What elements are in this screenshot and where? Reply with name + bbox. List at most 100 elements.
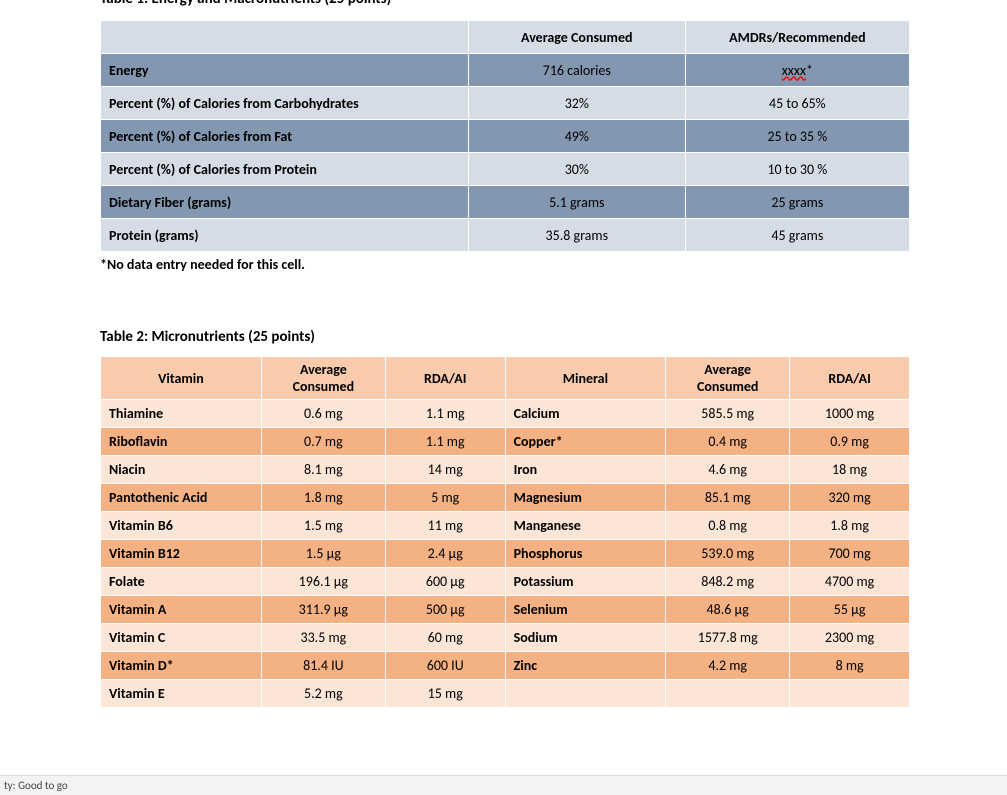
table1-cell-rec: 25 grams	[685, 186, 909, 219]
table2-row: Pantothenic Acid1.8 mg5 mgMagnesium85.1 …	[101, 484, 910, 512]
table1-cell-avg: 32%	[468, 87, 685, 120]
table2-cell-mineral-rda	[790, 680, 910, 708]
table2-cell-vitamin: Pantothenic Acid	[101, 484, 262, 512]
table1-col-avg: Average Consumed	[468, 21, 685, 54]
table1-cell-rec: xxxx*	[685, 54, 909, 87]
table2-cell-vitamin-rda: 1.1 mg	[385, 400, 505, 428]
table2-cell-vitamin-avg: 1.5 mg	[261, 512, 385, 540]
table2-cell-vitamin-rda: 600 µg	[385, 568, 505, 596]
table1-cell-rec: 45 to 65%	[685, 87, 909, 120]
table1-cell-rec: 25 to 35 %	[685, 120, 909, 153]
table2-row: Vitamin A311.9 µg500 µgSelenium48.6 µg55…	[101, 596, 910, 624]
table2-cell-vitamin-avg: 0.7 mg	[261, 428, 385, 456]
table2-cell-mineral	[505, 680, 666, 708]
table2-cell-mineral: Magnesium	[505, 484, 666, 512]
table2-cell-vitamin-avg: 8.1 mg	[261, 456, 385, 484]
table2-cell-vitamin-rda: 500 µg	[385, 596, 505, 624]
table2-cell-mineral: Copper*	[505, 428, 666, 456]
table2-cell-mineral-rda: 1000 mg	[790, 400, 910, 428]
table2-cell-vitamin-rda: 11 mg	[385, 512, 505, 540]
table2-row: Vitamin D*81.4 IU600 IUZinc4.2 mg8 mg	[101, 652, 910, 680]
table1-cell-rec: 45 grams	[685, 219, 909, 252]
table2-cell-mineral-avg: 585.5 mg	[666, 400, 790, 428]
table2-header-row: Vitamin Average Consumed RDA/AI Mineral …	[101, 357, 910, 400]
table1-cell-label: Protein (grams)	[101, 219, 469, 252]
table2-cell-vitamin: Vitamin B12	[101, 540, 262, 568]
table2-cell-vitamin: Vitamin E	[101, 680, 262, 708]
table1-header-row: Average Consumed AMDRs/Recommended	[101, 21, 910, 54]
table2-cell-vitamin-avg: 5.2 mg	[261, 680, 385, 708]
table2-cell-vitamin-avg: 33.5 mg	[261, 624, 385, 652]
table2-row: Thiamine0.6 mg1.1 mgCalcium585.5 mg1000 …	[101, 400, 910, 428]
table2-col-vitamin: Vitamin	[101, 357, 262, 400]
table2-cell-vitamin-avg: 0.6 mg	[261, 400, 385, 428]
table2-cell-mineral-avg	[666, 680, 790, 708]
table2-cell-mineral: Iron	[505, 456, 666, 484]
table2-cell-mineral-rda: 2300 mg	[790, 624, 910, 652]
table2-cell-mineral-avg: 0.8 mg	[666, 512, 790, 540]
table2-cell-vitamin-avg: 1.8 mg	[261, 484, 385, 512]
table2-cell-vitamin: Vitamin D*	[101, 652, 262, 680]
table2-cell-mineral-rda: 320 mg	[790, 484, 910, 512]
table1-row: Percent (%) of Calories from Protein30%1…	[101, 153, 910, 186]
status-bar: ty: Good to go	[0, 775, 1007, 795]
table2-cell-mineral-avg: 0.4 mg	[666, 428, 790, 456]
table2-col-vitamin-avg: Average Consumed	[261, 357, 385, 400]
table2-row: Niacin8.1 mg14 mgIron4.6 mg18 mg	[101, 456, 910, 484]
table2-cell-mineral-rda: 4700 mg	[790, 568, 910, 596]
table2-cell-vitamin: Vitamin C	[101, 624, 262, 652]
table1-row: Protein (grams)35.8 grams45 grams	[101, 219, 910, 252]
table2-row: Vitamin E5.2 mg15 mg	[101, 680, 910, 708]
table2-cell-vitamin: Thiamine	[101, 400, 262, 428]
table1-cell-avg: 716 calories	[468, 54, 685, 87]
table2-cell-mineral-rda: 1.8 mg	[790, 512, 910, 540]
table1-cell-label: Dietary Fiber (grams)	[101, 186, 469, 219]
table1-cell-avg: 30%	[468, 153, 685, 186]
table2-cell-vitamin-avg: 196.1 µg	[261, 568, 385, 596]
table2-cell-mineral: Zinc	[505, 652, 666, 680]
status-text: ty: Good to go	[4, 779, 68, 792]
table1-footnote: *No data entry needed for this cell.	[100, 256, 947, 273]
table2-title: Table 2: Micronutrients (25 points)	[100, 328, 947, 346]
table1-cell-label: Energy	[101, 54, 469, 87]
table2-cell-vitamin-rda: 15 mg	[385, 680, 505, 708]
table2-cell-mineral-avg: 1577.8 mg	[666, 624, 790, 652]
table2-cell-mineral: Phosphorus	[505, 540, 666, 568]
table2-cell-vitamin-rda: 600 IU	[385, 652, 505, 680]
table1-row: Dietary Fiber (grams)5.1 grams25 grams	[101, 186, 910, 219]
table1-row: Percent (%) of Calories from Fat49%25 to…	[101, 120, 910, 153]
table2-cell-vitamin-avg: 1.5 µg	[261, 540, 385, 568]
table2-cell-mineral-avg: 4.6 mg	[666, 456, 790, 484]
table2-row: Riboflavin0.7 mg1.1 mgCopper*0.4 mg0.9 m…	[101, 428, 910, 456]
table2-cell-mineral-rda: 700 mg	[790, 540, 910, 568]
table2-cell-mineral-rda: 0.9 mg	[790, 428, 910, 456]
table1-col-blank	[101, 21, 469, 54]
table2-cell-vitamin: Riboflavin	[101, 428, 262, 456]
table1-cell-label: Percent (%) of Calories from Protein	[101, 153, 469, 186]
table2-cell-mineral-rda: 55 µg	[790, 596, 910, 624]
table2-cell-vitamin-rda: 5 mg	[385, 484, 505, 512]
table2-col-vitamin-rda: RDA/AI	[385, 357, 505, 400]
table2-cell-vitamin: Vitamin B6	[101, 512, 262, 540]
table1-row: Percent (%) of Calories from Carbohydrat…	[101, 87, 910, 120]
table2-cell-vitamin-avg: 81.4 IU	[261, 652, 385, 680]
table2-cell-vitamin-rda: 2.4 µg	[385, 540, 505, 568]
table2-cell-mineral: Calcium	[505, 400, 666, 428]
table2-col-mineral-avg: Average Consumed	[666, 357, 790, 400]
table1-cell-rec: 10 to 30 %	[685, 153, 909, 186]
table2-cell-mineral-avg: 48.6 µg	[666, 596, 790, 624]
table2-row: Vitamin B61.5 mg11 mgManganese0.8 mg1.8 …	[101, 512, 910, 540]
table2-cell-vitamin: Vitamin A	[101, 596, 262, 624]
table1-cell-avg: 5.1 grams	[468, 186, 685, 219]
table1-cell-label: Percent (%) of Calories from Carbohydrat…	[101, 87, 469, 120]
table2-cell-mineral: Manganese	[505, 512, 666, 540]
table2-col-mineral: Mineral	[505, 357, 666, 400]
table1-title: Table 1: Energy and Macronutrients (25 p…	[100, 0, 947, 8]
table1-row: Energy716 caloriesxxxx*	[101, 54, 910, 87]
table2-cell-vitamin-rda: 1.1 mg	[385, 428, 505, 456]
table2-cell-vitamin-rda: 14 mg	[385, 456, 505, 484]
page: Table 1: Energy and Macronutrients (25 p…	[0, 0, 1007, 795]
table2-cell-mineral: Selenium	[505, 596, 666, 624]
table2-cell-mineral-avg: 85.1 mg	[666, 484, 790, 512]
table1: Average Consumed AMDRs/Recommended Energ…	[100, 20, 910, 252]
